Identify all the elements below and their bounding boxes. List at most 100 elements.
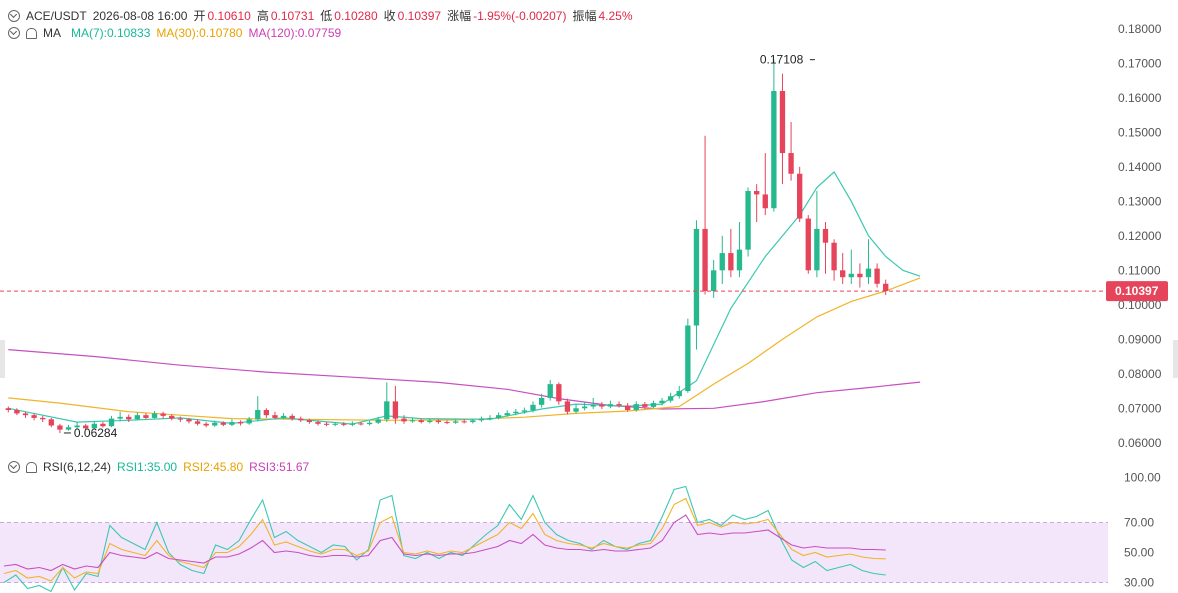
candle-body bbox=[693, 228, 700, 326]
candle-body bbox=[633, 404, 639, 410]
rsi-tick-label: 70.00 bbox=[1124, 516, 1154, 530]
candle-body bbox=[263, 409, 270, 416]
candle-body bbox=[366, 422, 373, 425]
candle-body bbox=[762, 194, 768, 209]
collapse-toggle-icon[interactable] bbox=[8, 9, 20, 22]
candle-body bbox=[616, 404, 622, 406]
candle-body bbox=[212, 422, 218, 426]
price-tick-label: 0.17000 bbox=[1118, 56, 1162, 70]
candle-body bbox=[48, 419, 54, 426]
candle-body bbox=[65, 427, 72, 430]
ma120-line bbox=[8, 349, 921, 410]
low-value: 0.10280 bbox=[334, 8, 378, 23]
price-tick-label: 0.08000 bbox=[1118, 367, 1162, 381]
candle-body bbox=[883, 283, 889, 292]
rsi-collapse-icon[interactable] bbox=[8, 461, 20, 473]
candle-body bbox=[788, 153, 794, 174]
candle-body bbox=[332, 423, 338, 425]
ma-collapse-icon[interactable] bbox=[8, 27, 20, 39]
right-scroll-handle[interactable] bbox=[1173, 340, 1178, 378]
candle-body bbox=[100, 423, 106, 427]
candle-body bbox=[564, 401, 571, 412]
candle-body bbox=[444, 422, 450, 424]
price-tick-label: 0.14000 bbox=[1118, 160, 1162, 174]
candle-body bbox=[538, 397, 545, 405]
candle-body bbox=[857, 273, 863, 278]
candle-body bbox=[306, 420, 313, 423]
candle-body bbox=[237, 422, 244, 424]
candle-body bbox=[667, 396, 674, 401]
candle-body bbox=[745, 190, 751, 250]
candle-body bbox=[14, 409, 20, 414]
candle-body bbox=[754, 190, 760, 195]
price-tick-label: 0.15000 bbox=[1118, 125, 1162, 139]
candle-body bbox=[814, 228, 820, 271]
candle-body bbox=[822, 228, 829, 243]
candle-body bbox=[83, 425, 89, 429]
rsi-tick-label: 30.00 bbox=[1124, 576, 1154, 590]
price-tick-label: 0.12000 bbox=[1118, 229, 1162, 243]
rsi-legend: RSI(6,12,24) RSI1:35.00 RSI2:45.80 RSI3:… bbox=[8, 460, 315, 474]
ma120-value: MA(120):0.07759 bbox=[248, 26, 342, 40]
candle-body bbox=[805, 218, 811, 271]
candle-body bbox=[341, 423, 347, 425]
candle-body bbox=[736, 249, 743, 271]
price-axis: 0.18000 0.17000 0.16000 0.15000 0.14000 0.130… bbox=[1118, 22, 1162, 450]
rsi-alert-bell-icon[interactable] bbox=[26, 461, 37, 473]
candle-body bbox=[108, 418, 115, 427]
alert-bell-icon[interactable] bbox=[26, 27, 37, 39]
candle-body bbox=[573, 408, 579, 412]
candle-body bbox=[375, 419, 381, 423]
candle-body bbox=[702, 228, 708, 292]
candle-body bbox=[848, 273, 854, 278]
price-tick-label: 0.07000 bbox=[1118, 401, 1162, 415]
candle-body bbox=[280, 415, 287, 418]
candle-body bbox=[246, 419, 252, 424]
candle-body bbox=[117, 416, 123, 419]
candle-body bbox=[74, 425, 80, 428]
rsi2-line bbox=[3, 497, 886, 582]
low-label: 低 bbox=[320, 9, 333, 23]
rsi1-line bbox=[3, 485, 886, 593]
candle-body bbox=[349, 423, 356, 425]
candle-body bbox=[831, 242, 837, 271]
candle-body bbox=[229, 422, 235, 425]
candle-body bbox=[272, 415, 278, 418]
candle-body bbox=[642, 404, 648, 407]
rsi-axis: 100.00 70.00 50.00 30.00 bbox=[1124, 471, 1161, 590]
ma30-value: MA(30):0.10780 bbox=[156, 26, 243, 40]
candle-body bbox=[581, 406, 588, 409]
ma7-value: MA(7):0.10833 bbox=[71, 26, 151, 40]
left-scroll-handle[interactable] bbox=[0, 340, 5, 378]
candle-body bbox=[160, 413, 166, 416]
candle-body bbox=[57, 425, 63, 430]
candle-body bbox=[194, 421, 201, 424]
candle-body bbox=[177, 418, 184, 420]
candle-body bbox=[556, 384, 562, 402]
candle-body bbox=[220, 422, 227, 425]
candle-body bbox=[659, 400, 665, 404]
candle-body bbox=[590, 404, 596, 407]
candle-body bbox=[728, 253, 734, 271]
candle-body bbox=[685, 325, 691, 392]
candle-body bbox=[521, 410, 528, 412]
candle-body bbox=[358, 423, 364, 425]
change-label: 涨幅 bbox=[447, 9, 472, 23]
candle-body bbox=[427, 420, 433, 423]
rsi-lines bbox=[3, 485, 886, 593]
price-tick-label: 0.10000 bbox=[1118, 298, 1162, 312]
candle-body bbox=[874, 268, 880, 284]
candle-body bbox=[169, 415, 175, 419]
price-tick-label: 0.11000 bbox=[1118, 263, 1161, 277]
candle-body bbox=[599, 404, 605, 407]
candle-body bbox=[452, 421, 459, 423]
ma7-line bbox=[8, 171, 921, 425]
price-header: ACE/USDT 2026-08-08 16:00 开 0.10610 高 0.10… bbox=[8, 7, 639, 24]
candle-body bbox=[392, 401, 399, 419]
price-tick-label: 0.16000 bbox=[1118, 91, 1162, 105]
ma-legend: MA MA(7):0.10833 MA(30):0.10780 MA(120):… bbox=[8, 26, 347, 40]
candlestick-series bbox=[5, 59, 889, 434]
rsi-label: RSI(6,12,24) bbox=[43, 460, 112, 474]
open-label: 开 bbox=[193, 9, 206, 23]
